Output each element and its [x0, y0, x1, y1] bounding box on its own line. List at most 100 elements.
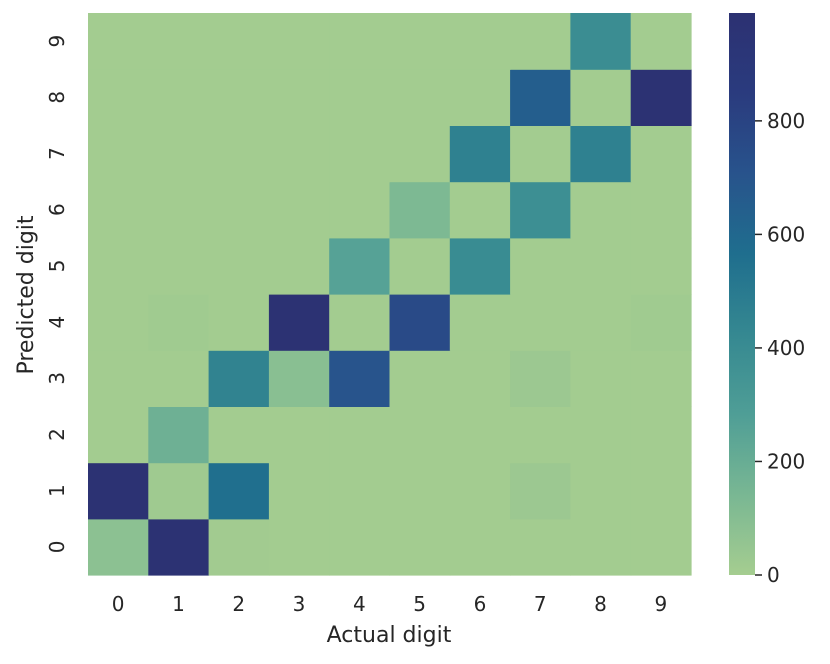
heatmap-cell-pred3-act0 [88, 350, 149, 407]
colorbar-tick-label: 200 [767, 449, 805, 473]
heatmap-cell-pred5-act9 [630, 237, 692, 295]
heatmap-cell-pred8-act6 [449, 69, 511, 126]
heatmap-cell-pred7-act8 [570, 125, 632, 183]
heatmap-cell-pred8-act3 [268, 69, 330, 126]
heatmap-cell-pred4-act5 [389, 294, 451, 351]
heatmap-cell-pred2-act6 [449, 406, 511, 464]
heatmap-cell-pred1-act0 [88, 462, 149, 520]
heatmap-cell-pred3-act4 [329, 350, 391, 407]
heatmap-cell-pred2-act7 [510, 406, 571, 464]
heatmap-cell-pred3-act2 [208, 350, 270, 407]
x-tick-label: 9 [654, 592, 667, 616]
y-tick-label: 4 [45, 316, 69, 329]
heatmap-cell-pred6-act8 [570, 181, 632, 239]
heatmap-cell-pred0-act4 [329, 518, 391, 576]
heatmap-cell-pred8-act0 [88, 69, 149, 126]
heatmap-cell-pred4-act6 [449, 294, 511, 351]
heatmap-cell-pred8-act9 [630, 69, 692, 126]
heatmap-cell-pred9-act0 [88, 13, 149, 70]
heatmap-cell-pred7-act2 [208, 125, 270, 183]
heatmap-cell-pred9-act2 [208, 13, 270, 70]
heatmap-cell-pred0-act7 [510, 518, 571, 576]
colorbar-tick-label: 0 [767, 563, 780, 587]
heatmap-cell-pred7-act7 [510, 125, 571, 183]
heatmap-cell-pred6-act9 [630, 181, 692, 239]
heatmap-cell-pred0-act1 [148, 518, 210, 576]
heatmap-cell-pred5-act3 [268, 237, 330, 295]
heatmap-cell-pred8-act4 [329, 69, 391, 126]
heatmap-cell-pred5-act6 [449, 237, 511, 295]
heatmap-cell-pred6-act3 [268, 181, 330, 239]
colorbar-tick-label: 600 [767, 222, 805, 246]
heatmap-cell-pred0-act5 [389, 518, 451, 576]
y-axis-ticks: 0 1 2 3 4 5 6 7 8 9 [45, 35, 69, 554]
heatmap-cell-pred3-act1 [148, 350, 210, 407]
x-tick-label: 8 [594, 592, 607, 616]
colorbar-ticks: 0 200 400 600 800 [755, 109, 805, 587]
x-tick-label: 2 [232, 592, 245, 616]
heatmap-cell-pred4-act3 [268, 294, 330, 351]
heatmap-cell-pred0-act6 [449, 518, 511, 576]
heatmap-cell-pred2-act2 [208, 406, 270, 464]
heatmap-cell-pred6-act2 [208, 181, 270, 239]
y-tick-label: 9 [45, 35, 69, 48]
y-tick-label: 6 [45, 203, 69, 216]
heatmap-cell-pred8-act5 [389, 69, 451, 126]
heatmap-cell-pred8-act2 [208, 69, 270, 126]
heatmap-cell-pred7-act9 [630, 125, 692, 183]
x-tick-label: 4 [353, 592, 366, 616]
heatmap-cell-pred0-act3 [268, 518, 330, 576]
heatmap-cell-pred1-act3 [268, 462, 330, 520]
heatmap-cell-pred6-act7 [510, 181, 571, 239]
heatmap-cell-pred9-act9 [630, 13, 692, 70]
y-axis-label: Predicted digit [14, 215, 39, 374]
heatmap-cell-pred7-act6 [449, 125, 511, 183]
heatmap-cell-pred6-act5 [389, 181, 451, 239]
heatmap-cell-pred1-act2 [208, 462, 270, 520]
heatmap-cells [88, 13, 692, 576]
heatmap-cell-pred8-act8 [570, 69, 632, 126]
heatmap-cell-pred2-act0 [88, 406, 149, 464]
y-tick-label: 3 [45, 372, 69, 385]
heatmap-cell-pred2-act8 [570, 406, 632, 464]
heatmap-cell-pred2-act1 [148, 406, 210, 464]
heatmap-cell-pred3-act5 [389, 350, 451, 407]
x-tick-label: 7 [534, 592, 547, 616]
heatmap-cell-pred5-act2 [208, 237, 270, 295]
heatmap-cell-pred1-act1 [148, 462, 210, 520]
heatmap-cell-pred6-act0 [88, 181, 149, 239]
x-tick-label: 6 [474, 592, 487, 616]
heatmap-cell-pred8-act1 [148, 69, 210, 126]
heatmap-cell-pred3-act7 [510, 350, 571, 407]
heatmap-cell-pred4-act7 [510, 294, 571, 351]
heatmap-cell-pred9-act3 [268, 13, 330, 70]
y-tick-label: 2 [45, 428, 69, 441]
x-axis-ticks: 0 1 2 3 4 5 6 7 8 9 [112, 592, 667, 616]
heatmap-cell-pred7-act3 [268, 125, 330, 183]
heatmap-cell-pred6-act4 [329, 181, 391, 239]
heatmap-cell-pred7-act5 [389, 125, 451, 183]
heatmap-cell-pred9-act8 [570, 13, 632, 70]
heatmap-cell-pred1-act8 [570, 462, 632, 520]
heatmap-cell-pred6-act6 [449, 181, 511, 239]
x-tick-label: 3 [293, 592, 306, 616]
heatmap-cell-pred1-act7 [510, 462, 571, 520]
heatmap-cell-pred9-act4 [329, 13, 391, 70]
y-tick-label: 1 [45, 484, 69, 497]
heatmap-cell-pred7-act1 [148, 125, 210, 183]
heatmap-cell-pred6-act1 [148, 181, 210, 239]
heatmap-cell-pred3-act3 [268, 350, 330, 407]
x-tick-label: 5 [413, 592, 426, 616]
heatmap-cell-pred9-act5 [389, 13, 451, 70]
heatmap-cell-pred4-act8 [570, 294, 632, 351]
heatmap-cell-pred5-act4 [329, 237, 391, 295]
heatmap-cell-pred8-act7 [510, 69, 571, 126]
x-tick-label: 1 [172, 592, 185, 616]
heatmap-cell-pred1-act6 [449, 462, 511, 520]
heatmap-cell-pred1-act4 [329, 462, 391, 520]
heatmap-cell-pred1-act5 [389, 462, 451, 520]
heatmap-cell-pred2-act3 [268, 406, 330, 464]
heatmap-cell-pred3-act9 [630, 350, 692, 407]
y-tick-label: 0 [45, 541, 69, 554]
